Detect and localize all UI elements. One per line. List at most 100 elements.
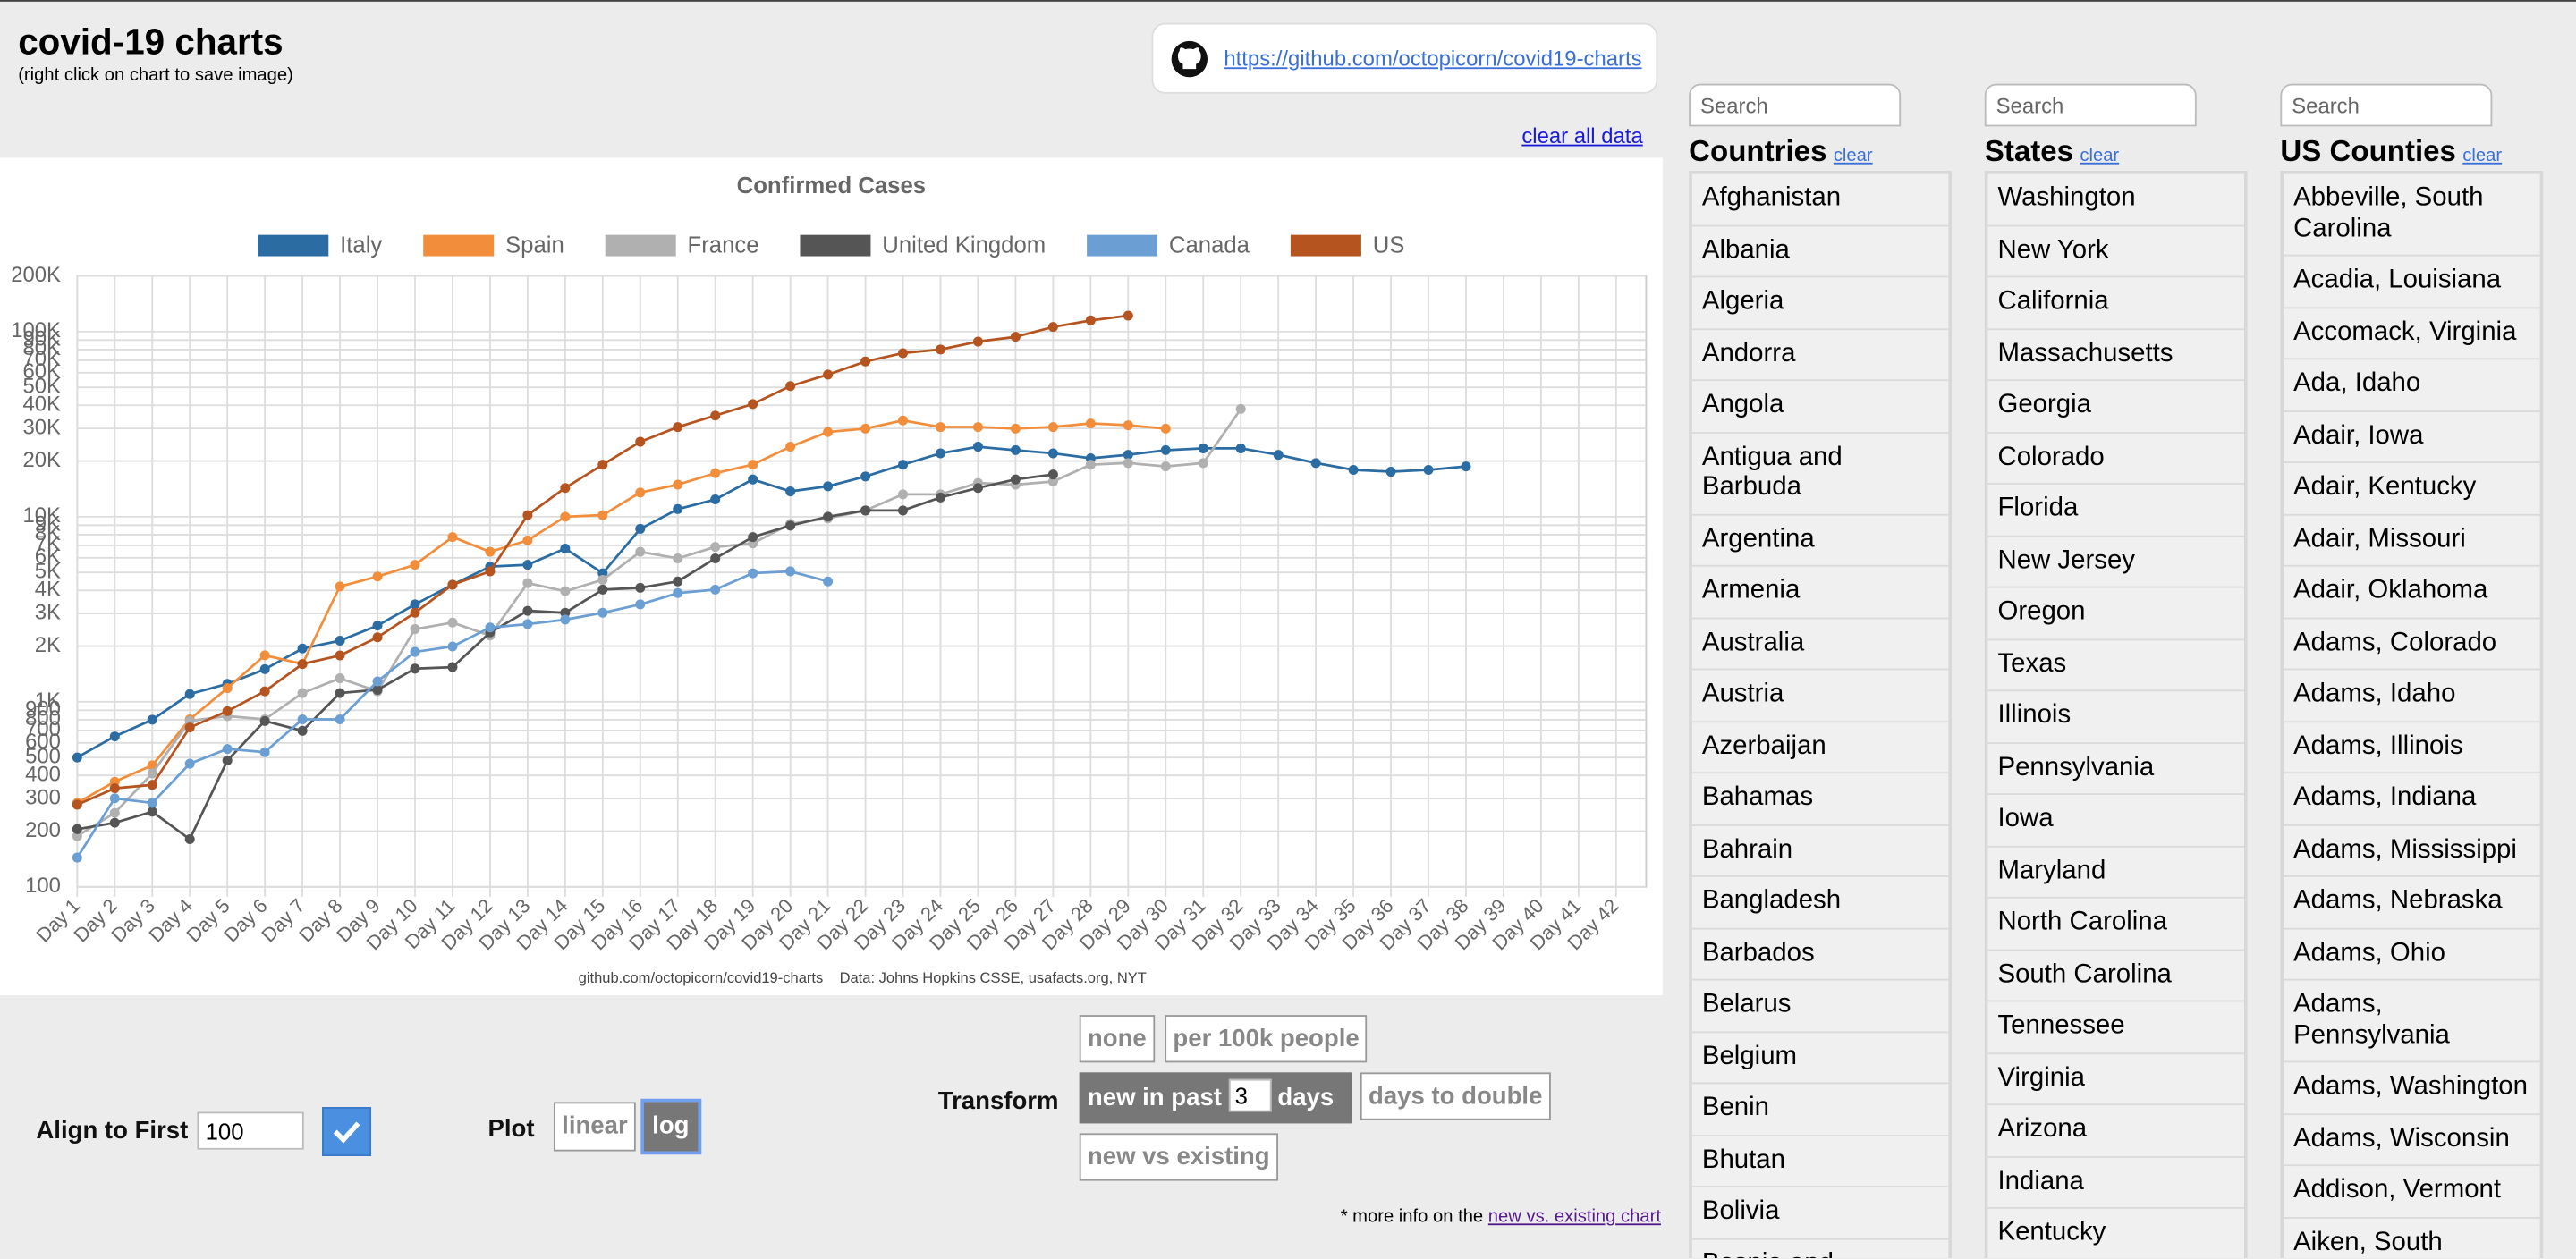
data-point xyxy=(1385,467,1396,477)
list-item[interactable]: California xyxy=(1987,277,2244,330)
days-to-double-button[interactable]: days to double xyxy=(1360,1072,1551,1120)
none-button[interactable]: none xyxy=(1079,1015,1155,1063)
list-item[interactable]: New Jersey xyxy=(1987,537,2244,588)
list-item[interactable]: Argentina xyxy=(1691,515,1949,567)
list-item[interactable]: Bahamas xyxy=(1691,773,1949,825)
list-item[interactable]: Adair, Kentucky xyxy=(2284,463,2540,515)
list-item[interactable]: Adair, Oklahoma xyxy=(2284,567,2540,619)
list-item[interactable]: Azerbaijan xyxy=(1691,722,1949,774)
list-item[interactable]: Austria xyxy=(1691,670,1949,722)
new-in-past-button[interactable]: new in past days xyxy=(1079,1072,1352,1124)
list-item[interactable]: Bangladesh xyxy=(1691,877,1949,929)
data-point xyxy=(1198,458,1208,469)
search-input[interactable] xyxy=(2280,83,2493,127)
data-point xyxy=(785,520,796,531)
github-link[interactable]: https://github.com/octopicorn/covid19-ch… xyxy=(1224,46,1642,71)
list-item[interactable]: Illinois xyxy=(1987,691,2244,744)
list-item[interactable]: Adams, Illinois xyxy=(2284,722,2540,774)
per100k-button[interactable]: per 100k people xyxy=(1165,1015,1368,1063)
list-item[interactable]: New York xyxy=(1987,226,2244,278)
list-item[interactable]: Abbeville, South Carolina xyxy=(2284,174,2540,257)
data-point xyxy=(410,560,420,570)
list-item[interactable]: Bahrain xyxy=(1691,825,1949,877)
list-item[interactable]: Georgia xyxy=(1987,381,2244,433)
clear-link[interactable]: clear xyxy=(1833,146,1873,166)
list-item[interactable]: Bosnia and Herzegovina xyxy=(1692,1239,1949,1258)
list-item[interactable]: Adams, Mississippi xyxy=(2284,825,2540,877)
list-item[interactable]: Iowa xyxy=(1987,795,2244,847)
linear-button[interactable]: linear xyxy=(553,1102,636,1152)
data-point xyxy=(673,576,683,587)
list-item[interactable]: Colorado xyxy=(1987,433,2244,485)
data-point xyxy=(1423,465,1434,476)
list-item[interactable]: Australia xyxy=(1691,619,1949,671)
list-item[interactable]: Adams, Ohio xyxy=(2284,929,2540,981)
data-point xyxy=(72,752,82,763)
list-item[interactable]: Adams, Colorado xyxy=(2284,619,2540,671)
list-item[interactable]: Indiana xyxy=(1987,1157,2244,1209)
list-item[interactable]: Armenia xyxy=(1691,567,1949,619)
list-item[interactable]: Antigua and Barbuda xyxy=(1691,433,1949,515)
list-item[interactable]: Algeria xyxy=(1691,277,1949,330)
list-item[interactable]: Adams, Washington xyxy=(2284,1062,2540,1115)
list-item[interactable]: Accomack, Virginia xyxy=(2284,308,2540,360)
list-item[interactable]: Ada, Idaho xyxy=(2284,359,2540,412)
data-point xyxy=(1047,448,1058,459)
list-item[interactable]: Albania xyxy=(1691,226,1949,278)
list-item[interactable]: Aiken, South Carolina xyxy=(2284,1218,2540,1258)
clear-link[interactable]: clear xyxy=(2080,146,2120,166)
list-item[interactable]: Bolivia xyxy=(1691,1187,1949,1239)
align-input[interactable] xyxy=(197,1111,304,1150)
list-item[interactable]: Florida xyxy=(1987,485,2244,537)
list-item[interactable]: Addison, Vermont xyxy=(2284,1166,2540,1218)
list-item[interactable]: Barbados xyxy=(1691,929,1949,981)
list-item[interactable]: Pennsylvania xyxy=(1987,743,2244,795)
clear-link[interactable]: clear xyxy=(2462,146,2503,166)
days-input[interactable] xyxy=(1228,1078,1272,1112)
log-button[interactable]: log xyxy=(640,1098,701,1155)
list-item[interactable]: Adair, Missouri xyxy=(2284,515,2540,567)
list-item[interactable]: Acadia, Louisiana xyxy=(2284,257,2540,308)
search-input[interactable] xyxy=(1689,83,1902,127)
list-item[interactable]: Tennessee xyxy=(1987,1001,2244,1054)
list-item[interactable]: South Carolina xyxy=(1987,951,2244,1002)
list-item[interactable]: Adams, Pennsylvania xyxy=(2284,981,2540,1063)
list-item[interactable]: Belarus xyxy=(1691,981,1949,1033)
data-point xyxy=(410,607,420,618)
list-item[interactable]: Massachusetts xyxy=(1987,329,2244,382)
data-point xyxy=(259,747,270,757)
list-item[interactable]: Adams, Idaho xyxy=(2284,670,2540,722)
list-item[interactable]: Adams, Indiana xyxy=(2284,773,2540,825)
data-point xyxy=(372,632,383,643)
data-point xyxy=(710,468,721,478)
clear-all-link[interactable]: clear all data xyxy=(1521,123,1643,148)
list-item[interactable]: Adams, Nebraska xyxy=(2284,877,2540,929)
search-input[interactable] xyxy=(1984,83,2197,127)
list-item[interactable]: Afghanistan xyxy=(1691,174,1949,226)
data-point xyxy=(335,688,345,698)
data-point xyxy=(1160,461,1171,472)
list-item[interactable]: Bhutan xyxy=(1691,1136,1949,1187)
list-item[interactable]: Belgium xyxy=(1691,1032,1949,1085)
list-item[interactable]: Kentucky xyxy=(1987,1209,2244,1258)
list-item[interactable]: Angola xyxy=(1691,381,1949,433)
new-vs-existing-button[interactable]: new vs existing xyxy=(1079,1133,1278,1181)
list-box: Afghanistan Albania Algeria Andorra Angola An… xyxy=(1689,171,1953,1258)
align-checkbox[interactable] xyxy=(322,1106,372,1157)
list-item[interactable]: North Carolina xyxy=(1987,899,2244,951)
data-point xyxy=(898,489,909,500)
list-item[interactable]: Adair, Iowa xyxy=(2284,411,2540,463)
data-point xyxy=(560,511,571,522)
list-item[interactable]: Adams, Wisconsin xyxy=(2284,1114,2540,1167)
list-item[interactable]: Benin xyxy=(1691,1084,1949,1136)
y-tick-label: 60K xyxy=(23,359,62,384)
note-link[interactable]: new vs. existing chart xyxy=(1487,1207,1661,1228)
list-item[interactable]: Oregon xyxy=(1987,588,2244,640)
list-item[interactable]: Virginia xyxy=(1987,1053,2244,1106)
list-item[interactable]: Arizona xyxy=(1987,1105,2244,1157)
list-item[interactable]: Texas xyxy=(1987,639,2244,692)
list-item[interactable]: Andorra xyxy=(1691,329,1949,382)
list-item[interactable]: Maryland xyxy=(1987,847,2244,899)
data-point xyxy=(109,817,120,828)
list-item[interactable]: Washington xyxy=(1987,174,2244,226)
